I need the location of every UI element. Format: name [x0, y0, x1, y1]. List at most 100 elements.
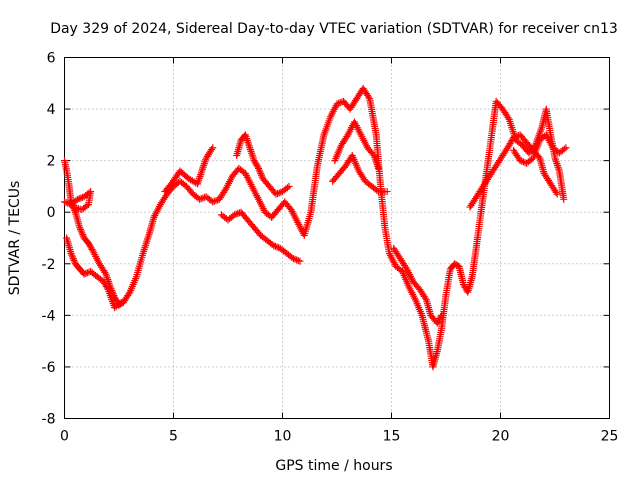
data-point	[197, 195, 205, 203]
data-point	[116, 300, 124, 308]
data-point	[383, 188, 391, 196]
data-series-11	[510, 131, 570, 167]
data-point	[210, 197, 218, 205]
data-point	[76, 225, 84, 233]
data-point	[235, 209, 243, 217]
data-point	[85, 268, 93, 276]
x-tick-label: 0	[60, 429, 69, 445]
data-point	[365, 93, 373, 101]
grid-lines	[64, 57, 610, 419]
y-tick-label: -2	[42, 257, 56, 273]
data-point	[291, 255, 299, 263]
y-axis-title: SDTVAR / TECUs	[7, 181, 23, 296]
data-point	[293, 256, 301, 264]
data-point	[514, 132, 522, 140]
data-point	[373, 186, 381, 194]
data-series-3	[63, 234, 125, 312]
data-series-8	[329, 151, 391, 196]
data-point	[254, 163, 262, 171]
data-point	[504, 114, 512, 122]
data-point	[209, 198, 217, 206]
data-point	[74, 195, 82, 203]
x-tick-label: 15	[383, 429, 401, 445]
x-tick-label: 5	[169, 429, 178, 445]
data-point	[421, 294, 429, 302]
data-point	[103, 284, 111, 292]
data-point	[101, 268, 109, 276]
data-point	[273, 243, 281, 251]
data-point	[257, 171, 265, 179]
data-point	[289, 255, 297, 263]
data-point	[511, 133, 519, 141]
data-point	[333, 100, 341, 108]
data-point	[562, 144, 570, 152]
data-point	[68, 251, 76, 259]
y-tick-label: -8	[42, 412, 56, 428]
data-point	[294, 257, 302, 265]
data-point	[274, 190, 282, 198]
data-point	[77, 194, 85, 202]
data-point	[402, 263, 410, 271]
data-point	[560, 145, 568, 153]
data-point	[231, 211, 239, 219]
data-point	[335, 99, 343, 107]
data-point	[285, 182, 293, 190]
y-tick-label: -4	[42, 308, 56, 324]
data-point	[438, 311, 446, 319]
data-point	[256, 168, 264, 176]
data-point	[212, 197, 220, 205]
data-point	[82, 269, 90, 277]
data-point	[78, 229, 86, 237]
y-tick-label: 0	[47, 205, 56, 221]
y-tick-label: -6	[42, 360, 56, 376]
data-point	[283, 184, 291, 192]
data-point	[69, 203, 77, 211]
data-point	[61, 198, 68, 206]
data-series-2	[61, 188, 95, 214]
data-point	[275, 189, 283, 197]
data-point	[77, 227, 85, 235]
data-point	[69, 255, 77, 263]
data-series-9	[390, 244, 446, 327]
y-tick-label: 2	[47, 154, 56, 170]
data-series-7	[331, 118, 382, 172]
data-point	[521, 159, 529, 167]
data-point	[201, 193, 209, 201]
x-tick-labels: 0 5 10 15 20 25	[60, 429, 618, 445]
data-point	[343, 133, 351, 141]
data-point	[68, 253, 76, 261]
data-series-5	[217, 208, 304, 265]
data-point	[65, 200, 73, 208]
data-point	[560, 195, 568, 203]
data-point	[257, 170, 265, 178]
data-point	[208, 145, 216, 153]
data-point	[70, 256, 78, 264]
data-point	[510, 133, 518, 141]
data-point	[437, 313, 445, 321]
data-point	[255, 164, 263, 172]
data-point	[374, 164, 382, 172]
data-point	[270, 242, 278, 250]
x-tick-label: 25	[601, 429, 619, 445]
tick-marks	[64, 57, 610, 419]
data-point	[67, 249, 75, 257]
data-point	[75, 195, 83, 203]
data-point	[79, 231, 87, 239]
data-point	[62, 199, 70, 207]
data-marks	[61, 84, 570, 371]
data-point	[338, 98, 346, 106]
y-tick-label: 4	[47, 102, 56, 118]
data-point	[221, 187, 229, 195]
data-point	[272, 190, 280, 198]
data-series-1	[61, 84, 568, 371]
data-point	[196, 195, 204, 203]
data-point	[518, 157, 526, 165]
data-point	[552, 188, 560, 196]
data-series-10	[466, 131, 561, 211]
data-point	[271, 242, 279, 250]
y-tick-labels: -8 -6 -4 -2 0 2 4 6	[42, 51, 56, 428]
chart-title: Day 329 of 2024, Sidereal Day-to-day VTE…	[50, 21, 618, 37]
data-point	[125, 290, 133, 298]
data-series-4	[161, 144, 217, 196]
